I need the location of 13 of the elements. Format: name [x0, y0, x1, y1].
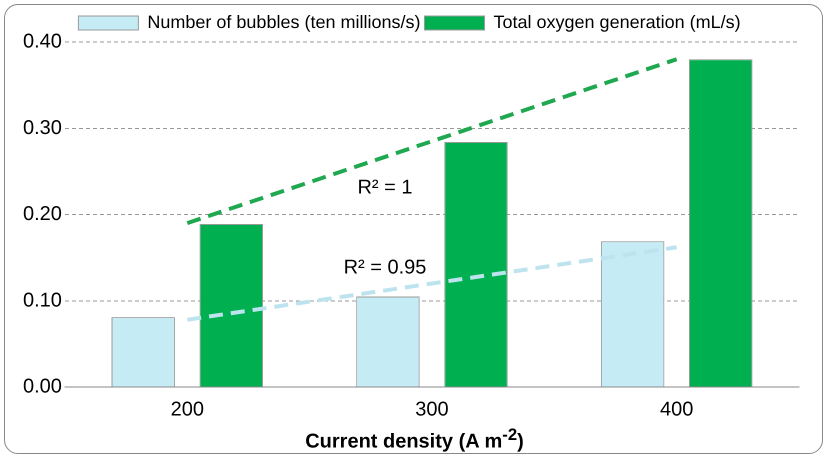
y-tick-label: 0.10 [22, 289, 62, 312]
legend-label: Number of bubbles (ten millions/s) [147, 12, 421, 32]
y-tick-label: 0.40 [22, 30, 62, 53]
legend-label: Total oxygen generation (mL/s) [493, 12, 741, 32]
x-axis-title: Current density (A m$^{-2}$) [304, 425, 525, 454]
annotation: R² = 1 [357, 176, 413, 199]
y-tick-label: 0.00 [22, 376, 62, 398]
y-tick-label: 0.30 [22, 116, 62, 139]
x-tick-label: 300 [415, 398, 449, 421]
y-tick-label: 0.20 [22, 203, 62, 226]
x-tick-label: 400 [660, 398, 694, 421]
annotation: R² = 0.95 [344, 256, 426, 279]
x-tick-label: 200 [170, 398, 204, 421]
